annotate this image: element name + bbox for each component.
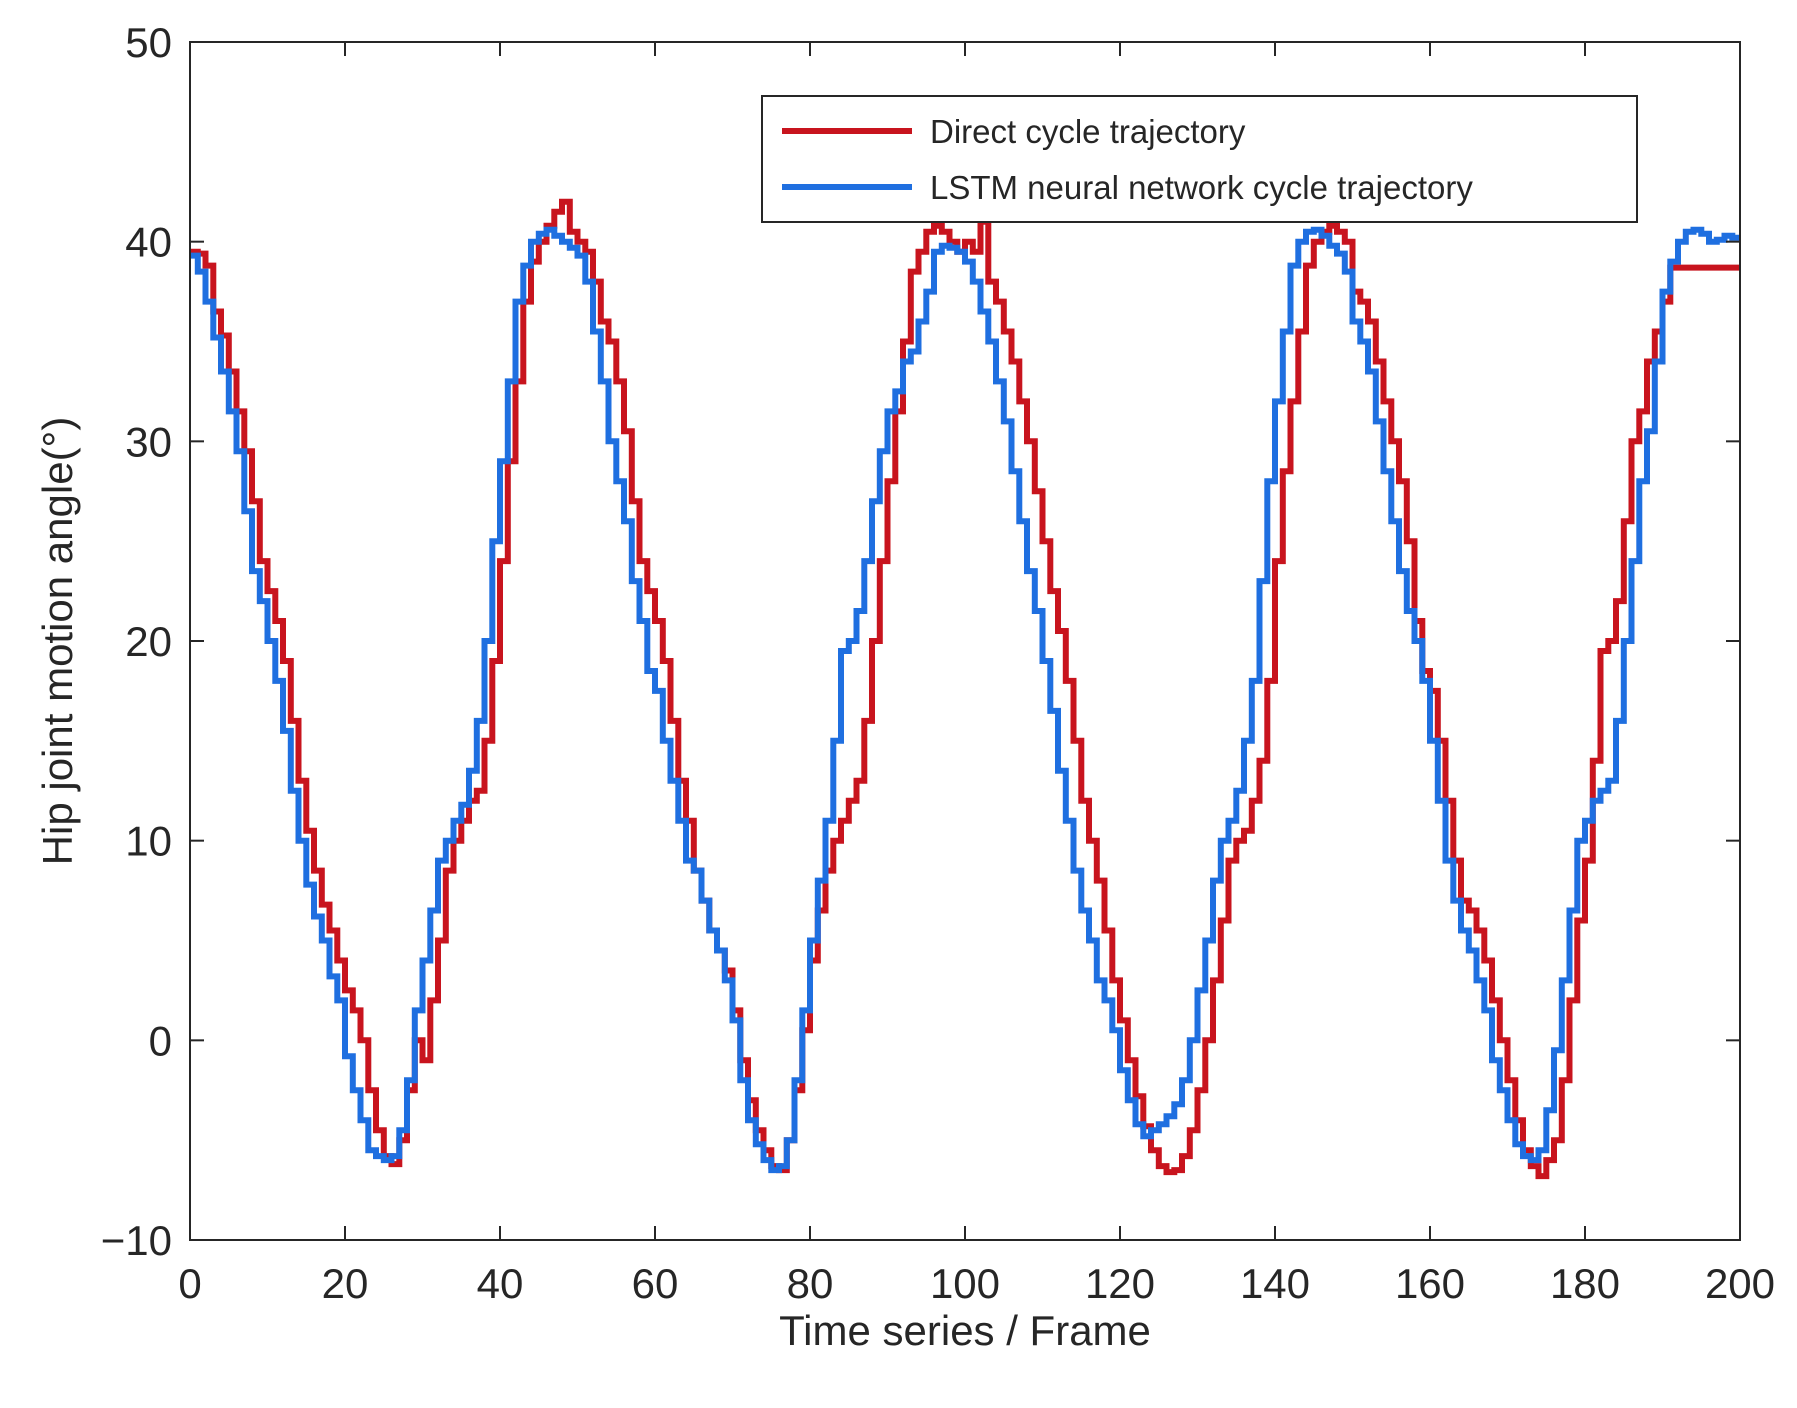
legend: Direct cycle trajectory LSTM neural netw… (761, 95, 1638, 223)
axis-ticks: 0 20 40 60 80 100 120 140 160 180 200−100102030405… (101, 19, 1775, 1307)
x-tick-label: 60 (632, 1260, 679, 1307)
legend-box (761, 95, 1638, 223)
x-tick-label: 0 (178, 1260, 201, 1307)
x-tick-label: 180 (1550, 1260, 1620, 1307)
x-axis-label: Time series / Frame (779, 1307, 1151, 1354)
y-axis-label: Hip joint motion angle(°) (34, 417, 81, 866)
legend-label-lstm: LSTM neural network cycle trajectory (930, 169, 1473, 206)
x-tick-label: 80 (787, 1260, 834, 1307)
y-tick-label: −10 (101, 1217, 172, 1264)
x-tick-label: 40 (477, 1260, 524, 1307)
x-tick-label: 20 (322, 1260, 369, 1307)
series-line-1 (190, 226, 1740, 1174)
y-tick-label: 50 (125, 19, 172, 66)
y-tick-label: 0 (149, 1017, 172, 1064)
legend-label-direct: Direct cycle trajectory (930, 113, 1246, 150)
y-tick-label: 20 (125, 618, 172, 665)
x-tick-label: 140 (1240, 1260, 1310, 1307)
x-tick-label: 100 (930, 1260, 1000, 1307)
y-tick-label: 10 (125, 818, 172, 865)
series-layer (190, 198, 1740, 1180)
y-tick-label: 30 (125, 418, 172, 465)
x-tick-label: 200 (1705, 1260, 1775, 1307)
x-tick-label: 120 (1085, 1260, 1155, 1307)
y-tick-label: 40 (125, 219, 172, 266)
x-tick-label: 160 (1395, 1260, 1465, 1307)
series-line-0 (190, 198, 1740, 1180)
